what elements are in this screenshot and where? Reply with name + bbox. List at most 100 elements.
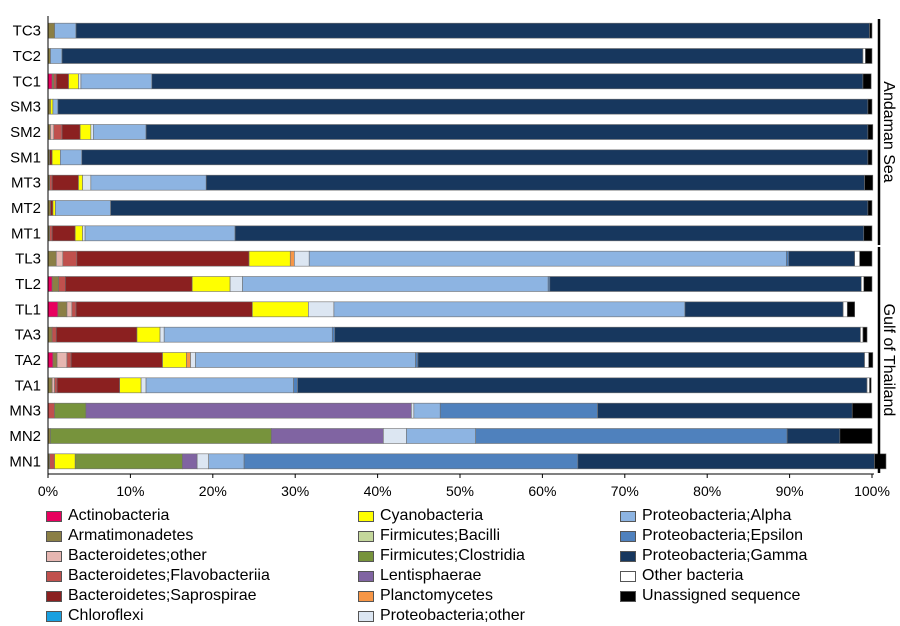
y-tick-label-MT3: MT3: [11, 175, 41, 192]
legend-item-proteobacteria-epsilon: Proteobacteria;Epsilon: [620, 526, 803, 546]
bar-row-MN1: [47, 453, 887, 470]
bar-TL1-armatimonadetes: [57, 301, 68, 318]
bar-row-MN2: [47, 428, 873, 444]
bar-MN3-proteobacteria-epsilon: [439, 402, 598, 419]
legend-label-chloroflexi: Chloroflexi: [68, 607, 144, 624]
legend-swatch-firmicutes-clostridia: [358, 550, 374, 562]
y-tick-label-TL3: TL3: [15, 251, 41, 268]
bar-MN1-firmicutes-clostridia: [74, 453, 183, 470]
bar-TA2-other-bacteria: [864, 352, 870, 368]
bar-row-TC2: [47, 48, 873, 64]
bar-MT3-bacteroidetes-flavobacteriia: [49, 174, 53, 191]
x-tick-label: 0%: [38, 483, 58, 499]
legend-label-unassigned-sequence: Unassigned sequence: [642, 587, 801, 604]
bar-TA2-bacteroidetes-flavobacteriia: [66, 352, 72, 368]
bar-TC2-proteobacteria-alpha: [50, 48, 63, 64]
legend-swatch-armatimonadetes: [46, 530, 62, 542]
x-axis: 0% 10% 20% 30% 40% 50% 60% 70% 80% 90% 100%: [38, 16, 890, 499]
bar-row-TA1: [47, 377, 872, 394]
bar-TA2-proteobacteria-gamma: [417, 352, 865, 368]
x-tick-label: 30%: [281, 483, 309, 499]
legend-label-bacteroidetes-saprospirae: Bacteroidetes;Saprospirae: [68, 587, 257, 604]
bar-TA2-actinobacteria: [47, 352, 54, 368]
bar-SM3-proteobacteria-gamma: [57, 98, 869, 115]
bar-TA3-proteobacteria-epsilon: [331, 326, 336, 343]
bar-MT2-unassigned-sequence: [867, 200, 873, 216]
legend-swatch-chloroflexi: [46, 610, 62, 622]
bar-MT3-bacteroidetes-saprospirae: [51, 174, 79, 191]
bar-MN3-proteobacteria-other: [411, 402, 415, 419]
y-tick-label-MN2: MN2: [9, 428, 41, 445]
legend-item-planctomycetes: Planctomycetes: [358, 586, 493, 606]
legend-swatch-bacteroidetes-saprospirae: [46, 590, 62, 602]
bar-TA3-cyanobacteria: [136, 326, 161, 343]
bar-TL2-other-bacteria: [860, 276, 865, 292]
bar-TL2-cyanobacteria: [191, 276, 231, 292]
bar-TA3-bacteroidetes-saprospirae: [55, 326, 138, 343]
bar-SM2-bacteroidetes-saprospirae: [61, 124, 81, 140]
bar-row-MN3: [47, 402, 873, 419]
bar-TC2-other-bacteria: [862, 48, 866, 64]
y-tick-label-TC2: TC2: [13, 48, 41, 65]
bar-TL3-armatimonadetes: [47, 250, 57, 267]
x-tick-label: 100%: [854, 483, 890, 499]
bar-row-MT2: [47, 200, 873, 216]
bar-TC1-proteobacteria-other: [78, 73, 82, 90]
legend-item-proteobacteria-alpha: Proteobacteria;Alpha: [620, 506, 791, 526]
bar-TL3-proteobacteria-epsilon: [785, 250, 790, 267]
bar-TA1-proteobacteria-alpha: [145, 377, 294, 394]
legend: Actinobacteria Armatimonadetes Bacteroidet…: [46, 506, 876, 624]
bar-TL3-proteobacteria-alpha: [308, 250, 787, 267]
bar-TL1-proteobacteria-alpha: [333, 301, 686, 318]
bar-TA1-unassigned-sequence: [869, 377, 872, 394]
bar-MT1-bacteroidetes-saprospirae: [51, 225, 76, 242]
bar-TL2-actinobacteria: [47, 276, 53, 292]
y-tick-label-TA3: TA3: [15, 327, 41, 344]
legend-item-lentisphaerae: Lentisphaerae: [358, 566, 481, 586]
bar-MT3-proteobacteria-alpha: [90, 174, 207, 191]
legend-swatch-proteobacteria-gamma: [620, 550, 636, 562]
bar-TC1-unassigned-sequence: [862, 73, 872, 90]
bar-MT1-bacteroidetes-flavobacteriia: [49, 225, 53, 242]
y-tick-label-TA2: TA2: [15, 352, 41, 369]
bar-MN1-cyanobacteria: [54, 453, 76, 470]
bar-row-MT3: [47, 174, 874, 191]
legend-item-bacteroidetes-flavobacteriia: Bacteroidetes;Flavobacteriia: [46, 566, 270, 586]
x-tick-label: 90%: [776, 483, 804, 499]
bar-MT2-proteobacteria-alpha: [55, 200, 111, 216]
legend-label-proteobacteria-other: Proteobacteria;other: [380, 607, 525, 624]
bar-TC1-proteobacteria-alpha: [80, 73, 153, 90]
bar-TC1-proteobacteria-gamma: [151, 73, 864, 90]
bar-TC3-unassigned-sequence: [869, 22, 873, 39]
legend-label-armatimonadetes: Armatimonadetes: [68, 527, 194, 544]
y-tick-label-MT2: MT2: [11, 200, 41, 217]
bar-TL2-unassigned-sequence: [863, 276, 873, 292]
bar-TL2-proteobacteria-alpha: [242, 276, 549, 292]
legend-item-other-bacteria: Other bacteria: [620, 566, 743, 586]
bar-TL2-bacteroidetes-flavobacteriia: [58, 276, 66, 292]
legend-item-cyanobacteria: Cyanobacteria: [358, 506, 483, 526]
bar-MT3-proteobacteria-other: [82, 174, 92, 191]
bar-TA2-bacteroidetes-saprospirae: [70, 352, 163, 368]
legend-swatch-bacteroidetes-flavobacteriia: [46, 570, 62, 582]
bar-TA3-proteobacteria-gamma: [334, 326, 861, 343]
legend-label-planctomycetes: Planctomycetes: [380, 587, 493, 604]
bar-SM1-unassigned-sequence: [867, 149, 873, 166]
legend-item-actinobacteria: Actinobacteria: [46, 506, 169, 526]
y-tick-label-TC1: TC1: [13, 73, 41, 90]
y-tick-label-MT1: MT1: [11, 225, 41, 242]
legend-item-firmicutes-clostridia: Firmicutes;Clostridia: [358, 546, 525, 566]
bar-TA2-proteobacteria-epsilon: [415, 352, 419, 368]
bar-TA1-bacteroidetes-other: [51, 377, 55, 394]
bar-MN2-lentisphaerae: [270, 428, 384, 444]
legend-swatch-unassigned-sequence: [620, 590, 636, 602]
x-tick-label: 60%: [528, 483, 556, 499]
bar-MN1-proteobacteria-alpha: [208, 453, 245, 470]
bar-TC1-actinobacteria: [47, 73, 53, 90]
bar-MN3-firmicutes-clostridia: [54, 402, 87, 419]
bar-TL3-other-bacteria: [854, 250, 860, 267]
bar-row-TC1: [47, 73, 872, 90]
y-tick-label-TL1: TL1: [15, 301, 41, 318]
bar-TC1-bacteroidetes-flavobacteriia: [53, 73, 57, 90]
